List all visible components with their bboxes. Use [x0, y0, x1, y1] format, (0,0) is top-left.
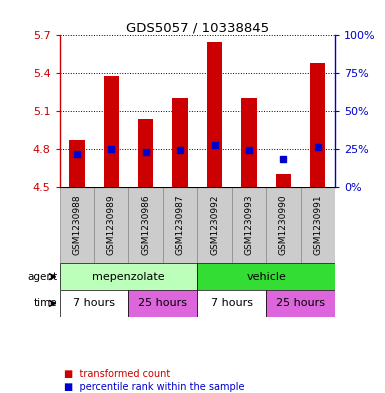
Bar: [207, 42, 222, 187]
Bar: [301, 187, 335, 263]
Text: GSM1230992: GSM1230992: [210, 195, 219, 255]
Text: GSM1230986: GSM1230986: [141, 195, 150, 255]
Text: 7 hours: 7 hours: [211, 298, 253, 309]
Text: 7 hours: 7 hours: [73, 298, 115, 309]
Text: GSM1230987: GSM1230987: [176, 195, 185, 255]
Text: time: time: [34, 298, 58, 309]
Bar: [197, 187, 232, 263]
Bar: [129, 187, 163, 263]
Text: 25 hours: 25 hours: [276, 298, 325, 309]
Bar: [60, 290, 129, 317]
Bar: [232, 187, 266, 263]
Bar: [197, 290, 266, 317]
Bar: [104, 76, 119, 187]
Bar: [172, 98, 188, 187]
Bar: [310, 63, 325, 187]
Text: GSM1230991: GSM1230991: [313, 195, 322, 255]
Text: agent: agent: [28, 272, 58, 282]
Bar: [129, 290, 197, 317]
Bar: [276, 174, 291, 187]
Text: vehicle: vehicle: [246, 272, 286, 282]
Bar: [60, 263, 197, 290]
Bar: [241, 98, 257, 187]
Bar: [266, 187, 301, 263]
Bar: [69, 140, 85, 187]
Text: GSM1230993: GSM1230993: [244, 195, 253, 255]
Bar: [60, 187, 94, 263]
Text: mepenzolate: mepenzolate: [92, 272, 165, 282]
Text: ■  percentile rank within the sample: ■ percentile rank within the sample: [64, 382, 244, 392]
Text: GSM1230990: GSM1230990: [279, 195, 288, 255]
Text: ■  transformed count: ■ transformed count: [64, 369, 170, 379]
Text: 25 hours: 25 hours: [138, 298, 187, 309]
Bar: [138, 119, 154, 187]
Bar: [266, 290, 335, 317]
Text: GSM1230989: GSM1230989: [107, 195, 116, 255]
Bar: [197, 263, 335, 290]
Bar: [94, 187, 129, 263]
Bar: [163, 187, 197, 263]
Text: GSM1230988: GSM1230988: [72, 195, 81, 255]
Title: GDS5057 / 10338845: GDS5057 / 10338845: [126, 21, 269, 34]
